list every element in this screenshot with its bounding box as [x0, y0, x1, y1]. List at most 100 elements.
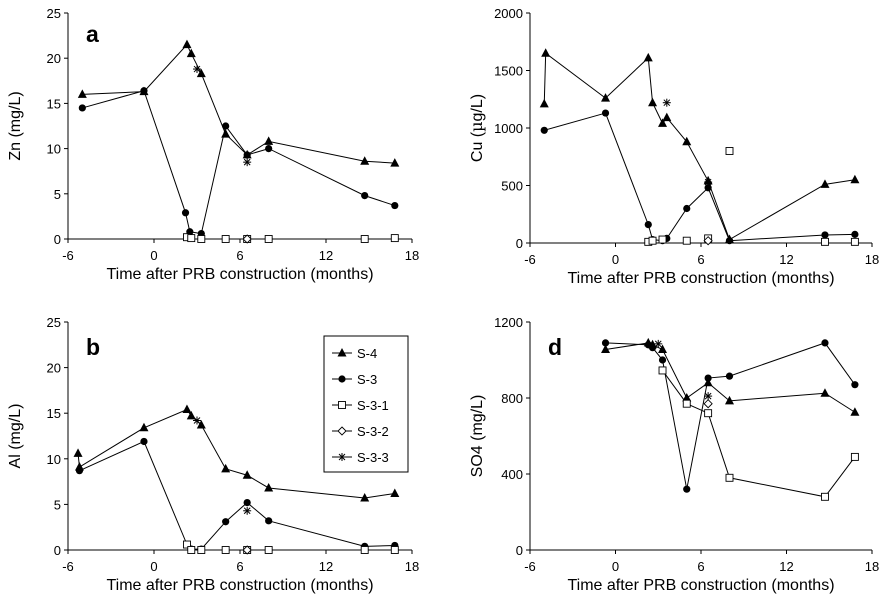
- x-tick-label: -6: [524, 252, 536, 267]
- square-legend-marker: [338, 401, 346, 409]
- series-line: [79, 440, 395, 550]
- triangle-marker: [850, 407, 860, 416]
- y-label-part: g/L): [469, 94, 486, 122]
- panel-b-al: Al (mg/L) Time after PRB construction (m…: [7, 315, 419, 594]
- square-marker: [850, 237, 859, 246]
- circle-marker: [821, 231, 829, 239]
- square-marker: [725, 147, 734, 155]
- circle-marker: [601, 339, 610, 347]
- star-stroke: [663, 99, 671, 107]
- diamond-marker: [242, 545, 252, 555]
- star-marker: [193, 65, 201, 74]
- x-tick-label: 18: [405, 248, 419, 263]
- circle-legend-marker: [338, 375, 346, 383]
- series-s-3-1: [183, 540, 399, 554]
- circle-marker: [725, 237, 734, 245]
- x-tick-label: -6: [524, 559, 536, 574]
- star-stroke: [193, 417, 201, 424]
- circle-marker: [265, 517, 273, 525]
- series-s-3-2: [242, 234, 252, 244]
- circle-marker: [851, 381, 859, 389]
- square-marker: [360, 546, 369, 554]
- diamond-marker: [703, 236, 713, 246]
- square-marker: [682, 236, 691, 245]
- square-marker: [390, 546, 399, 554]
- panel-c-cu: Cu (µg/L) Time after PRB construction (m…: [467, 6, 879, 287]
- triangle-marker: [186, 410, 196, 420]
- circle-marker: [361, 192, 369, 200]
- square-marker: [821, 237, 829, 246]
- legend-entry: S-3-1: [332, 398, 389, 413]
- y-tick-label: 15: [47, 96, 61, 111]
- circle-marker: [181, 209, 190, 217]
- legend-label: S-4: [357, 346, 377, 361]
- triangle-marker: [648, 97, 658, 107]
- triangle-marker: [77, 89, 87, 98]
- square-marker: [187, 234, 196, 243]
- y-label-mu: µ: [467, 121, 486, 131]
- series-s-3-3: [193, 416, 252, 515]
- legend-label: S-3-1: [357, 398, 389, 413]
- series-line: [662, 370, 856, 498]
- series-s-3-1: [644, 147, 859, 246]
- circle-marker: [540, 126, 548, 134]
- triangle-marker: [820, 388, 830, 397]
- y-tick-label: 20: [47, 361, 61, 376]
- x-tick-label: 12: [319, 559, 333, 574]
- triangle-marker: [703, 377, 713, 387]
- series-s-3-2: [242, 545, 252, 555]
- triangle-marker: [850, 174, 860, 184]
- triangle-marker: [601, 344, 611, 354]
- triangle-marker: [264, 136, 274, 145]
- series-s-3-3: [654, 339, 713, 401]
- star-stroke: [338, 453, 346, 461]
- circle-marker: [704, 374, 712, 382]
- circle-marker: [821, 339, 829, 347]
- triangle-marker: [390, 488, 400, 497]
- circle-marker: [601, 109, 610, 117]
- triangle-marker: [643, 52, 653, 62]
- triangle-marker: [139, 422, 149, 432]
- circle-marker: [851, 230, 859, 238]
- series-s-3: [601, 339, 859, 493]
- series-s-4: [77, 39, 400, 167]
- triangle-marker: [186, 48, 196, 58]
- series-line: [543, 52, 855, 241]
- legend-label: S-3: [357, 372, 377, 387]
- star-stroke: [193, 65, 201, 73]
- y-tick-label: 1000: [494, 121, 523, 136]
- x-tick-label: 6: [697, 252, 704, 267]
- circle-marker: [78, 104, 86, 112]
- y-tick-label: 0: [54, 232, 61, 247]
- square-marker: [658, 235, 667, 244]
- series-line: [82, 43, 395, 164]
- triangle-marker: [658, 118, 668, 127]
- triangle-marker: [242, 470, 252, 479]
- star-stroke: [243, 158, 251, 166]
- square-marker: [197, 235, 206, 243]
- y-axis-label: SO4 (mg/L): [469, 395, 486, 478]
- star-stroke: [243, 507, 251, 515]
- y-tick-label: 400: [501, 467, 523, 482]
- panel-label: d: [548, 334, 562, 360]
- x-tick-label: 6: [236, 248, 243, 263]
- triangle-marker: [360, 156, 370, 165]
- x-tick-label: 6: [236, 559, 243, 574]
- series-s-3: [78, 87, 399, 238]
- series-s-3-1: [183, 233, 399, 243]
- series-line: [605, 342, 856, 490]
- x-tick-label: 12: [779, 559, 793, 574]
- star-marker: [243, 158, 252, 167]
- triangle-marker: [658, 344, 668, 354]
- x-tick-label: 0: [150, 559, 157, 574]
- triangle-marker: [682, 393, 692, 402]
- star-stroke: [704, 178, 712, 186]
- triangle-marker: [196, 68, 206, 78]
- diamond-legend-marker: [337, 426, 347, 436]
- triangle-marker: [541, 48, 551, 57]
- triangle-marker: [682, 136, 692, 146]
- panel-d-so4: SO4 (mg/L) Time after PRB construction (…: [469, 315, 879, 594]
- diamond-marker: [703, 399, 713, 409]
- triangle-marker: [73, 448, 83, 457]
- triangle-marker: [196, 420, 206, 429]
